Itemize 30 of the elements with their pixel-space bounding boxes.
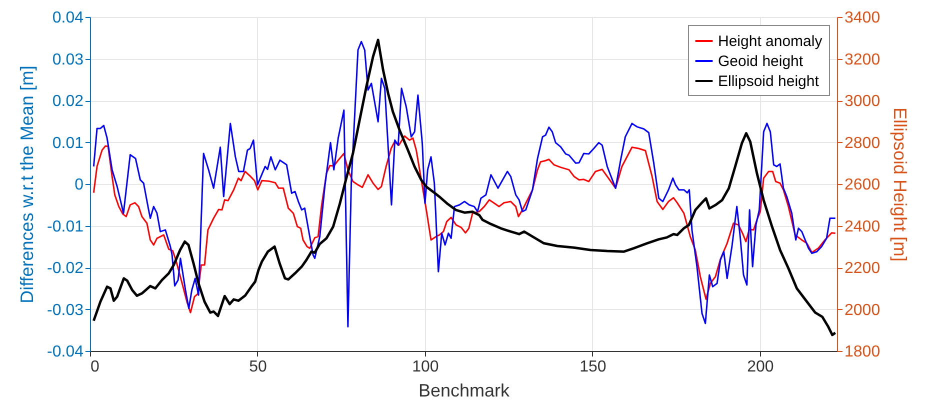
- y-tick-label: -0.01: [47, 218, 84, 236]
- y-axis-title: Differences w.r.t the Mean [m]: [17, 66, 38, 304]
- x-tick-label: 150: [580, 358, 606, 376]
- y-tick-label: -0.03: [47, 302, 84, 319]
- y2-tick-label: 2600: [844, 176, 880, 194]
- legend-label: Height anomaly: [718, 33, 823, 50]
- y-tick-label: 0.01: [52, 134, 84, 152]
- y2-tick-label: 2200: [844, 260, 880, 277]
- y2-tick-label: 2800: [844, 134, 880, 152]
- x-axis-title: Benchmark: [418, 380, 511, 400]
- x-tick-label: 100: [412, 358, 439, 376]
- legend-label: Ellipsoid height: [718, 73, 820, 90]
- x-tick-label: 50: [249, 358, 267, 376]
- y-tick-label: 0: [74, 176, 84, 194]
- y2-axis-title: Ellipsoid Height [m]: [890, 107, 910, 262]
- line-series: [92, 135, 836, 314]
- y-tick-label: 0.02: [52, 93, 84, 110]
- y-tick-label: 0.03: [52, 51, 84, 68]
- y2-tick-label: 3000: [844, 93, 880, 110]
- y2-tick-label: 2400: [844, 218, 880, 236]
- x-tick-label: 0: [90, 358, 100, 376]
- y-tick-label: -0.04: [47, 344, 84, 360]
- y2-tick-label: 1800: [844, 344, 880, 360]
- y2-tick-label: 2000: [844, 302, 880, 319]
- legend-label: Geoid height: [718, 53, 804, 70]
- y-tick-label: -0.02: [47, 260, 84, 277]
- y2-tick-label: 3400: [844, 10, 880, 26]
- x-tick-label: 200: [747, 358, 774, 376]
- y-tick-label: 0.04: [52, 10, 84, 26]
- y2-tick-label: 3200: [844, 51, 880, 68]
